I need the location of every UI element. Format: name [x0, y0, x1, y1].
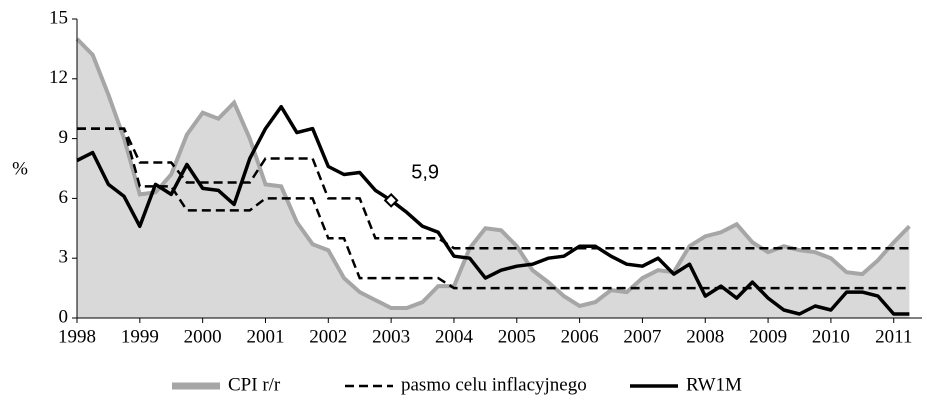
legend-label: pasmo celu inflacyjnego — [401, 374, 587, 395]
y-tick-label: 9 — [59, 127, 69, 148]
cpi-line — [75, 37, 911, 310]
x-tick-label: 2001 — [246, 326, 284, 347]
legend-label: RW1M — [686, 374, 742, 395]
x-tick-label: 2009 — [749, 326, 787, 347]
y-tick-label: 6 — [59, 187, 69, 208]
x-tick-label: 2006 — [561, 326, 599, 347]
cpi-area — [77, 38, 910, 319]
annotation-label: 5,9 — [411, 162, 439, 184]
x-tick-label: 2011 — [875, 326, 912, 347]
x-tick-label: 2007 — [623, 326, 661, 347]
x-tick-label: 2000 — [184, 326, 222, 347]
x-tick-label: 2005 — [498, 326, 536, 347]
x-tick-label: 2003 — [372, 326, 410, 347]
x-tick-label: 2004 — [435, 326, 474, 347]
x-tick-label: 1998 — [58, 326, 96, 347]
y-tick-label: 15 — [49, 7, 68, 28]
target-band-line — [77, 127, 910, 290]
x-tick-label: 1999 — [121, 326, 159, 347]
y-axis-label: % — [12, 158, 28, 179]
y-tick-label: 12 — [49, 67, 68, 88]
y-tick-label: 3 — [59, 247, 69, 268]
y-tick-label: 0 — [59, 306, 69, 327]
x-tick-label: 2008 — [686, 326, 724, 347]
legend-label: CPI r/r — [228, 374, 281, 395]
annotation-marker — [383, 192, 399, 208]
target-band-line — [77, 127, 910, 250]
rate-line — [76, 104, 910, 316]
x-tick-label: 2010 — [812, 326, 850, 347]
x-tick-label: 2002 — [309, 326, 347, 347]
